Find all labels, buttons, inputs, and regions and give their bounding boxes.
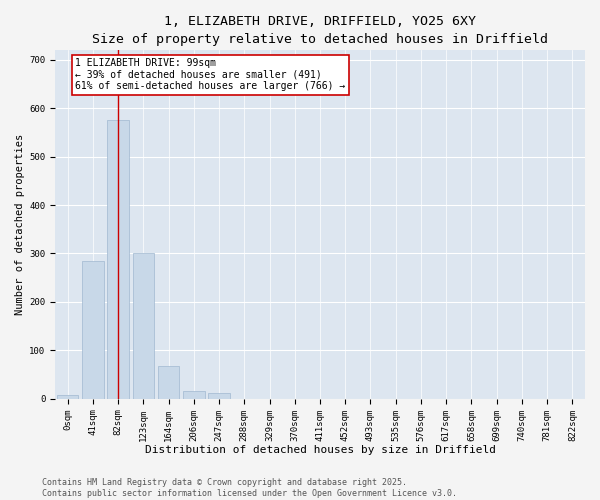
X-axis label: Distribution of detached houses by size in Driffield: Distribution of detached houses by size … bbox=[145, 445, 496, 455]
Bar bbox=[208, 393, 230, 399]
Bar bbox=[183, 390, 205, 399]
Bar bbox=[133, 254, 154, 399]
Title: 1, ELIZABETH DRIVE, DRIFFIELD, YO25 6XY
Size of property relative to detached ho: 1, ELIZABETH DRIVE, DRIFFIELD, YO25 6XY … bbox=[92, 15, 548, 46]
Text: 1 ELIZABETH DRIVE: 99sqm
← 39% of detached houses are smaller (491)
61% of semi-: 1 ELIZABETH DRIVE: 99sqm ← 39% of detach… bbox=[75, 58, 346, 92]
Bar bbox=[57, 395, 79, 399]
Bar bbox=[107, 120, 129, 399]
Text: Contains HM Land Registry data © Crown copyright and database right 2025.
Contai: Contains HM Land Registry data © Crown c… bbox=[42, 478, 457, 498]
Bar bbox=[82, 260, 104, 399]
Y-axis label: Number of detached properties: Number of detached properties bbox=[15, 134, 25, 315]
Bar bbox=[158, 366, 179, 399]
